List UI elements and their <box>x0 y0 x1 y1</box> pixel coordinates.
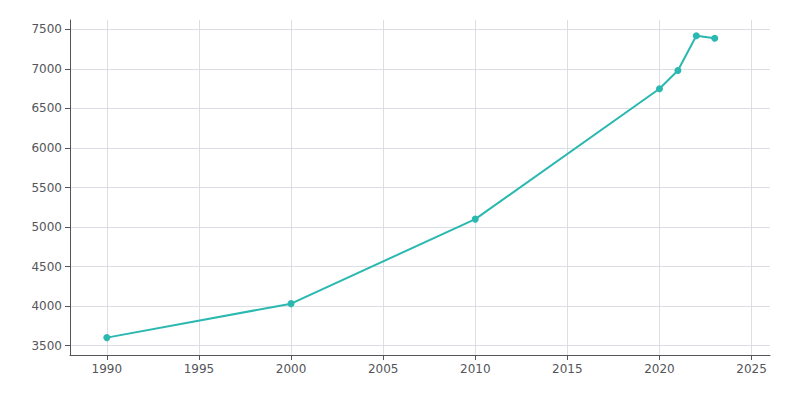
svg-text:3500: 3500 <box>31 339 62 353</box>
svg-text:2000: 2000 <box>276 362 307 376</box>
svg-text:6000: 6000 <box>31 141 62 155</box>
svg-text:4500: 4500 <box>31 260 62 274</box>
svg-text:2005: 2005 <box>368 362 399 376</box>
svg-text:5500: 5500 <box>31 181 62 195</box>
svg-text:5000: 5000 <box>31 220 62 234</box>
svg-text:2010: 2010 <box>460 362 491 376</box>
svg-text:6500: 6500 <box>31 101 62 115</box>
svg-text:2025: 2025 <box>736 362 767 376</box>
svg-text:1990: 1990 <box>92 362 123 376</box>
svg-text:7000: 7000 <box>31 62 62 76</box>
svg-text:7500: 7500 <box>31 22 62 36</box>
svg-text:4000: 4000 <box>31 299 62 313</box>
svg-text:1995: 1995 <box>184 362 215 376</box>
svg-text:2015: 2015 <box>552 362 583 376</box>
svg-text:2020: 2020 <box>644 362 675 376</box>
